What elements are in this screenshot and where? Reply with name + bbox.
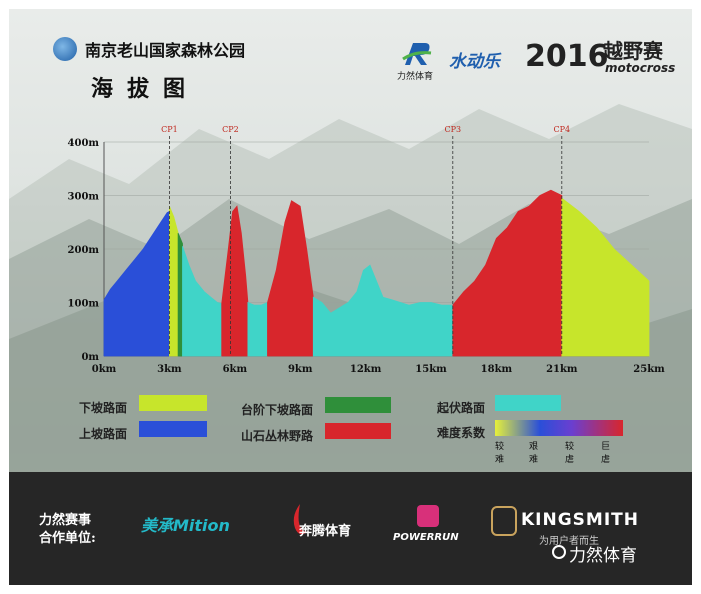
checkpoint-label-2: CP3	[445, 125, 462, 134]
partner-kingsmith-logo: KINGSMITH	[521, 510, 639, 530]
checkpoint-label-0: CP1	[161, 125, 178, 134]
elevation-poster: 南京老山国家森林公园 海拔图 力然体育 水动乐 2016 越野赛 motocro…	[9, 9, 692, 585]
checkpoint-label-3: CP4	[554, 125, 571, 134]
y-tick-label-4: 400m	[68, 138, 100, 149]
elevation-segment-4	[221, 205, 249, 357]
x-tick-label-7: 21km	[546, 364, 578, 375]
x-tick-label-4: 12km	[350, 364, 382, 375]
elevation-segment-0	[103, 210, 170, 357]
elevation-segment-7	[312, 264, 454, 357]
park-logo-icon	[53, 37, 77, 61]
legend-label-rock-forest: 山石丛林野路	[241, 429, 314, 443]
legend-swatch-undulating	[495, 395, 561, 411]
elevation-segment-6	[267, 200, 314, 357]
elevation-segment-8	[452, 189, 563, 357]
partner-mition-logo: 美承Mition	[141, 516, 230, 535]
y-tick-label-0: 0m	[81, 352, 99, 363]
legend-label-undulating: 起伏路面	[437, 401, 486, 415]
y-tick-label-2: 200m	[68, 245, 100, 256]
difficulty-scale-2: 艰难	[529, 442, 539, 465]
watermark-text: 力然体育	[569, 546, 637, 566]
shuidongle-sponsor-logo: 水动乐	[449, 52, 500, 72]
x-tick-label-6: 18km	[481, 364, 513, 375]
elevation-segment-1	[169, 206, 179, 357]
partner-benteng-icon	[293, 504, 307, 535]
liran-logo-icon	[402, 43, 432, 65]
x-tick-label-2: 6km	[223, 364, 248, 375]
y-tick-label-3: 300m	[68, 192, 100, 203]
x-tick-label-1: 3km	[157, 364, 182, 375]
elevation-segment-2	[177, 232, 183, 357]
elevation-segment-3	[182, 246, 223, 357]
map-title: 海拔图	[91, 76, 200, 102]
checkpoint-markers: CP1 CP2 CP3 CP4	[161, 125, 570, 356]
legend-swatch-step-downhill	[325, 397, 391, 413]
x-tick-label-0: 0km	[92, 364, 117, 375]
legend-swatch-downhill	[139, 395, 207, 411]
partner-benteng-logo: 奔腾体育	[299, 524, 352, 539]
difficulty-scale-1: 较难	[495, 442, 505, 465]
difficulty-label: 难度系数	[437, 426, 486, 440]
event-name-en: motocross	[605, 61, 676, 75]
checkpoint-label-1: CP2	[222, 125, 239, 134]
elevation-segment-9	[561, 197, 650, 357]
legend-label-uphill: 上坡路面	[79, 427, 128, 441]
legend-label-step-downhill: 台阶下坡路面	[241, 403, 314, 417]
difficulty-scale-3: 较虐	[565, 442, 575, 465]
y-tick-label-1: 100m	[68, 299, 100, 310]
elevation-areas	[103, 189, 650, 357]
difficulty-scale-4: 巨虐	[601, 442, 611, 465]
x-tick-label-3: 9km	[288, 364, 313, 375]
event-year: 2016	[525, 39, 609, 74]
watermark-icon	[552, 545, 566, 559]
y-axis-ticks: 0m 100m 200m 300m 400m	[68, 138, 100, 363]
partner-kingsmith-slogan: 为用户者而生	[539, 536, 599, 547]
x-axis-ticks: 0km 3km 6km 9km 12km 15km 18km 21km 25km	[92, 364, 665, 375]
partners-title: 力然赛事 合作单位:	[39, 512, 96, 548]
partners-title-line-2: 合作单位:	[39, 531, 96, 546]
partner-kingsmith-icon	[491, 506, 517, 536]
park-name: 南京老山国家森林公园	[85, 41, 246, 60]
partner-powerrun-logo: POWERRUN	[393, 532, 459, 543]
x-tick-label-5: 15km	[415, 364, 447, 375]
legend-swatch-uphill	[139, 421, 207, 437]
partner-powerrun-icon	[417, 505, 439, 527]
legend-label-downhill: 下坡路面	[79, 401, 128, 415]
x-tick-label-8: 25km	[633, 364, 665, 375]
partners-title-line-1: 力然赛事	[39, 513, 92, 528]
elevation-segment-5	[247, 301, 268, 357]
elevation-chart: CP1 CP2 CP3 CP4 0m 100m 200m 300m 400m 0km 3km 6k…	[68, 125, 666, 375]
partners-bar: 力然赛事 合作单位: 美承Mition 奔腾体育 POWERRUN KINGSM…	[9, 472, 692, 585]
liran-sponsor-text: 力然体育	[397, 72, 434, 82]
event-name: 越野赛	[603, 39, 663, 63]
difficulty-gradient-bar	[495, 420, 623, 436]
legend-swatch-rock-forest	[325, 423, 391, 439]
